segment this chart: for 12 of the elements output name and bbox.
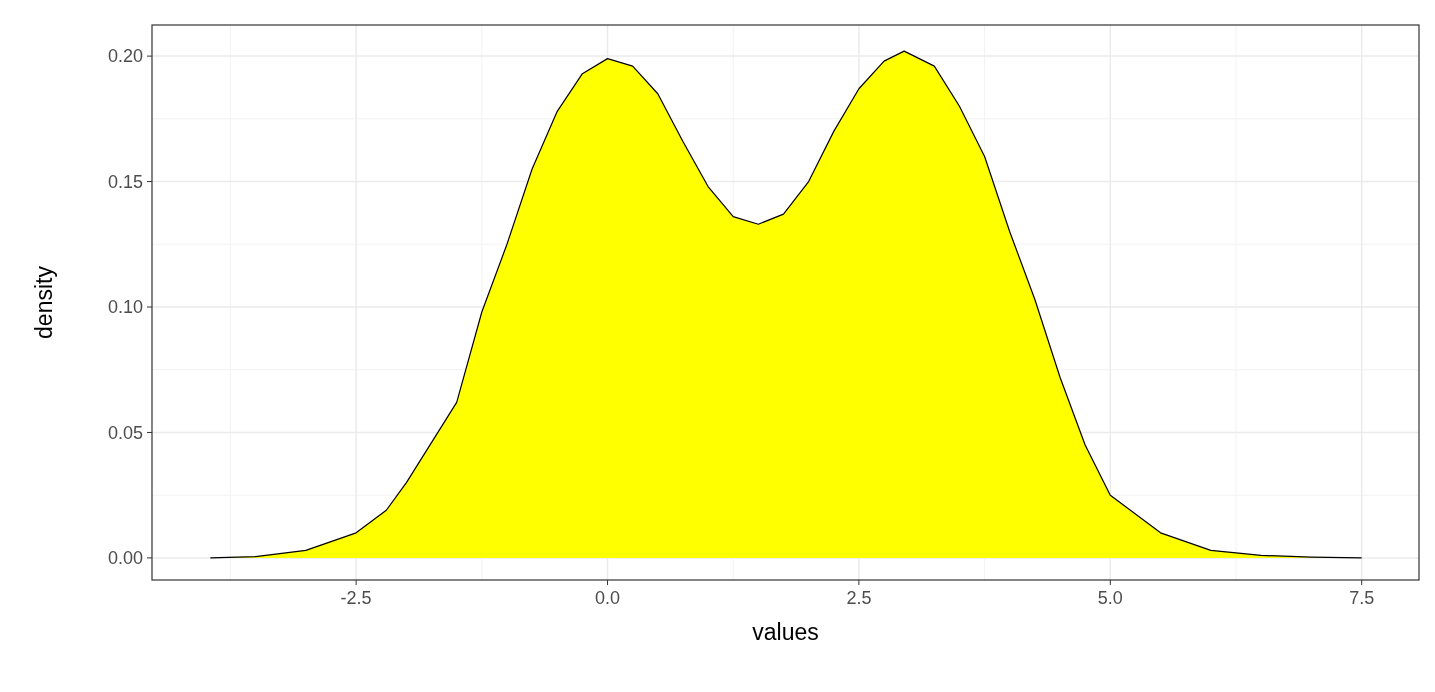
y-tick-label: 0.10 [107, 297, 143, 318]
y-tick-label: 0.05 [107, 422, 143, 443]
y-tick-label: 0.00 [107, 548, 143, 569]
x-tick-label: -2.5 [340, 588, 372, 608]
x-axis-title: values [752, 619, 819, 645]
y-tick-label: 0.15 [107, 171, 143, 192]
y-tick-label: 0.20 [107, 46, 143, 67]
y-axis-title: density [31, 265, 57, 339]
x-tick-label: 2.5 [846, 588, 872, 608]
x-tick-label: 0.0 [595, 588, 621, 608]
x-tick-label: 5.0 [1097, 588, 1123, 608]
x-tick-label: 7.5 [1349, 588, 1375, 608]
